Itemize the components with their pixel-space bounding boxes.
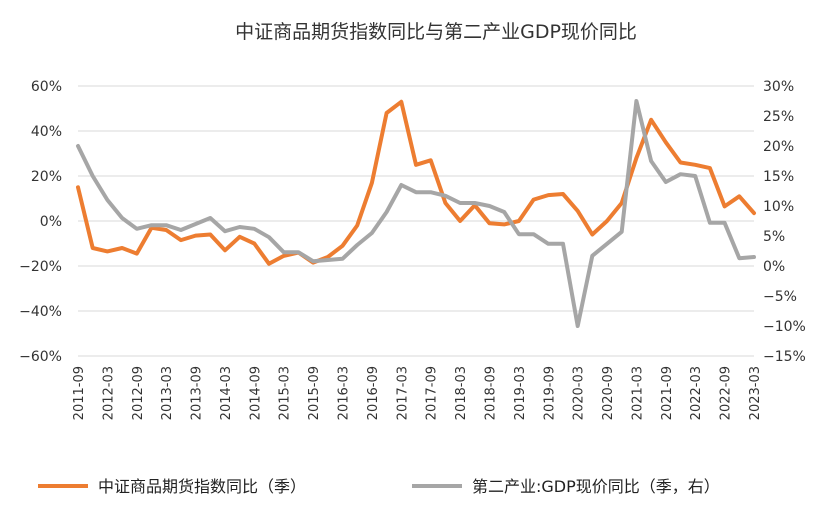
x-tick-label: 2013-09 (190, 366, 205, 420)
x-tick-label: 2013-03 (160, 366, 175, 420)
y-axis-right: 30% 25% 20% 15% 10% 5% 0% −5% −10% −15% (763, 79, 806, 365)
grid (78, 85, 754, 357)
y-right-tick-label: 15% (763, 169, 794, 185)
x-tick-label: 2021-09 (660, 366, 675, 420)
y-right-tick-label: −10% (763, 319, 806, 335)
x-tick-label: 2016-03 (337, 366, 352, 420)
y-left-tick-label: 60% (31, 79, 62, 95)
y-right-tick-label: 10% (763, 199, 794, 215)
y-left-tick-label: 40% (31, 124, 62, 140)
x-tick-label: 2022-09 (719, 366, 734, 420)
x-tick-label: 2018-09 (483, 366, 498, 420)
y-right-tick-label: −15% (763, 349, 806, 365)
x-tick-label: 2016-09 (366, 366, 381, 420)
x-tick-label: 2014-09 (248, 366, 263, 420)
legend-label-1: 中证商品期货指数同比（季） (98, 477, 306, 496)
y-right-tick-label: −5% (763, 289, 797, 305)
legend-label-2: 第二产业:GDP现价同比（季，右） (472, 477, 720, 496)
x-tick-label: 2019-03 (513, 366, 528, 420)
x-tick-label: 2017-09 (425, 366, 440, 420)
y-right-tick-label: 5% (763, 229, 785, 245)
x-tick-label: 2015-09 (307, 366, 322, 420)
series-group (76, 99, 756, 328)
x-tick-label: 2020-09 (601, 366, 616, 420)
y-right-tick-label: 0% (763, 259, 785, 275)
series-line-1 (76, 99, 756, 266)
y-left-tick-label: −40% (19, 304, 62, 320)
x-tick-label: 2023-03 (748, 366, 763, 420)
y-left-tick-label: 20% (31, 169, 62, 185)
x-tick-label: 2011-09 (72, 366, 87, 420)
x-axis: 2011-09 2012-03 2012-09 2013-03 2013-09 2014-… (72, 366, 763, 420)
chart-title: 中证商品期货指数同比与第二产业GDP现价同比 (235, 21, 637, 43)
y-left-tick-label: 0% (40, 214, 62, 230)
x-tick-label: 2012-09 (131, 366, 146, 420)
x-tick-label: 2014-03 (219, 366, 234, 420)
y-right-tick-label: 25% (763, 109, 794, 125)
y-left-tick-label: −20% (19, 259, 62, 275)
series-line-2 (76, 99, 756, 328)
x-tick-label: 2019-09 (542, 366, 557, 420)
x-tick-label: 2021-03 (630, 366, 645, 420)
x-tick-label: 2017-03 (395, 366, 410, 420)
legend: 中证商品期货指数同比（季） 第二产业:GDP现价同比（季，右） (38, 477, 720, 496)
x-tick-label: 2015-03 (278, 366, 293, 420)
x-tick-label: 2018-03 (454, 366, 469, 420)
x-tick-label: 2020-03 (572, 366, 587, 420)
y-left-tick-label: −60% (19, 349, 62, 365)
y-right-tick-label: 30% (763, 79, 794, 95)
x-tick-label: 2012-03 (101, 366, 116, 420)
y-right-tick-label: 20% (763, 139, 794, 155)
x-tick-label: 2022-03 (689, 366, 704, 420)
y-axis-left: 60% 40% 20% 0% −20% −40% −60% (19, 79, 62, 365)
